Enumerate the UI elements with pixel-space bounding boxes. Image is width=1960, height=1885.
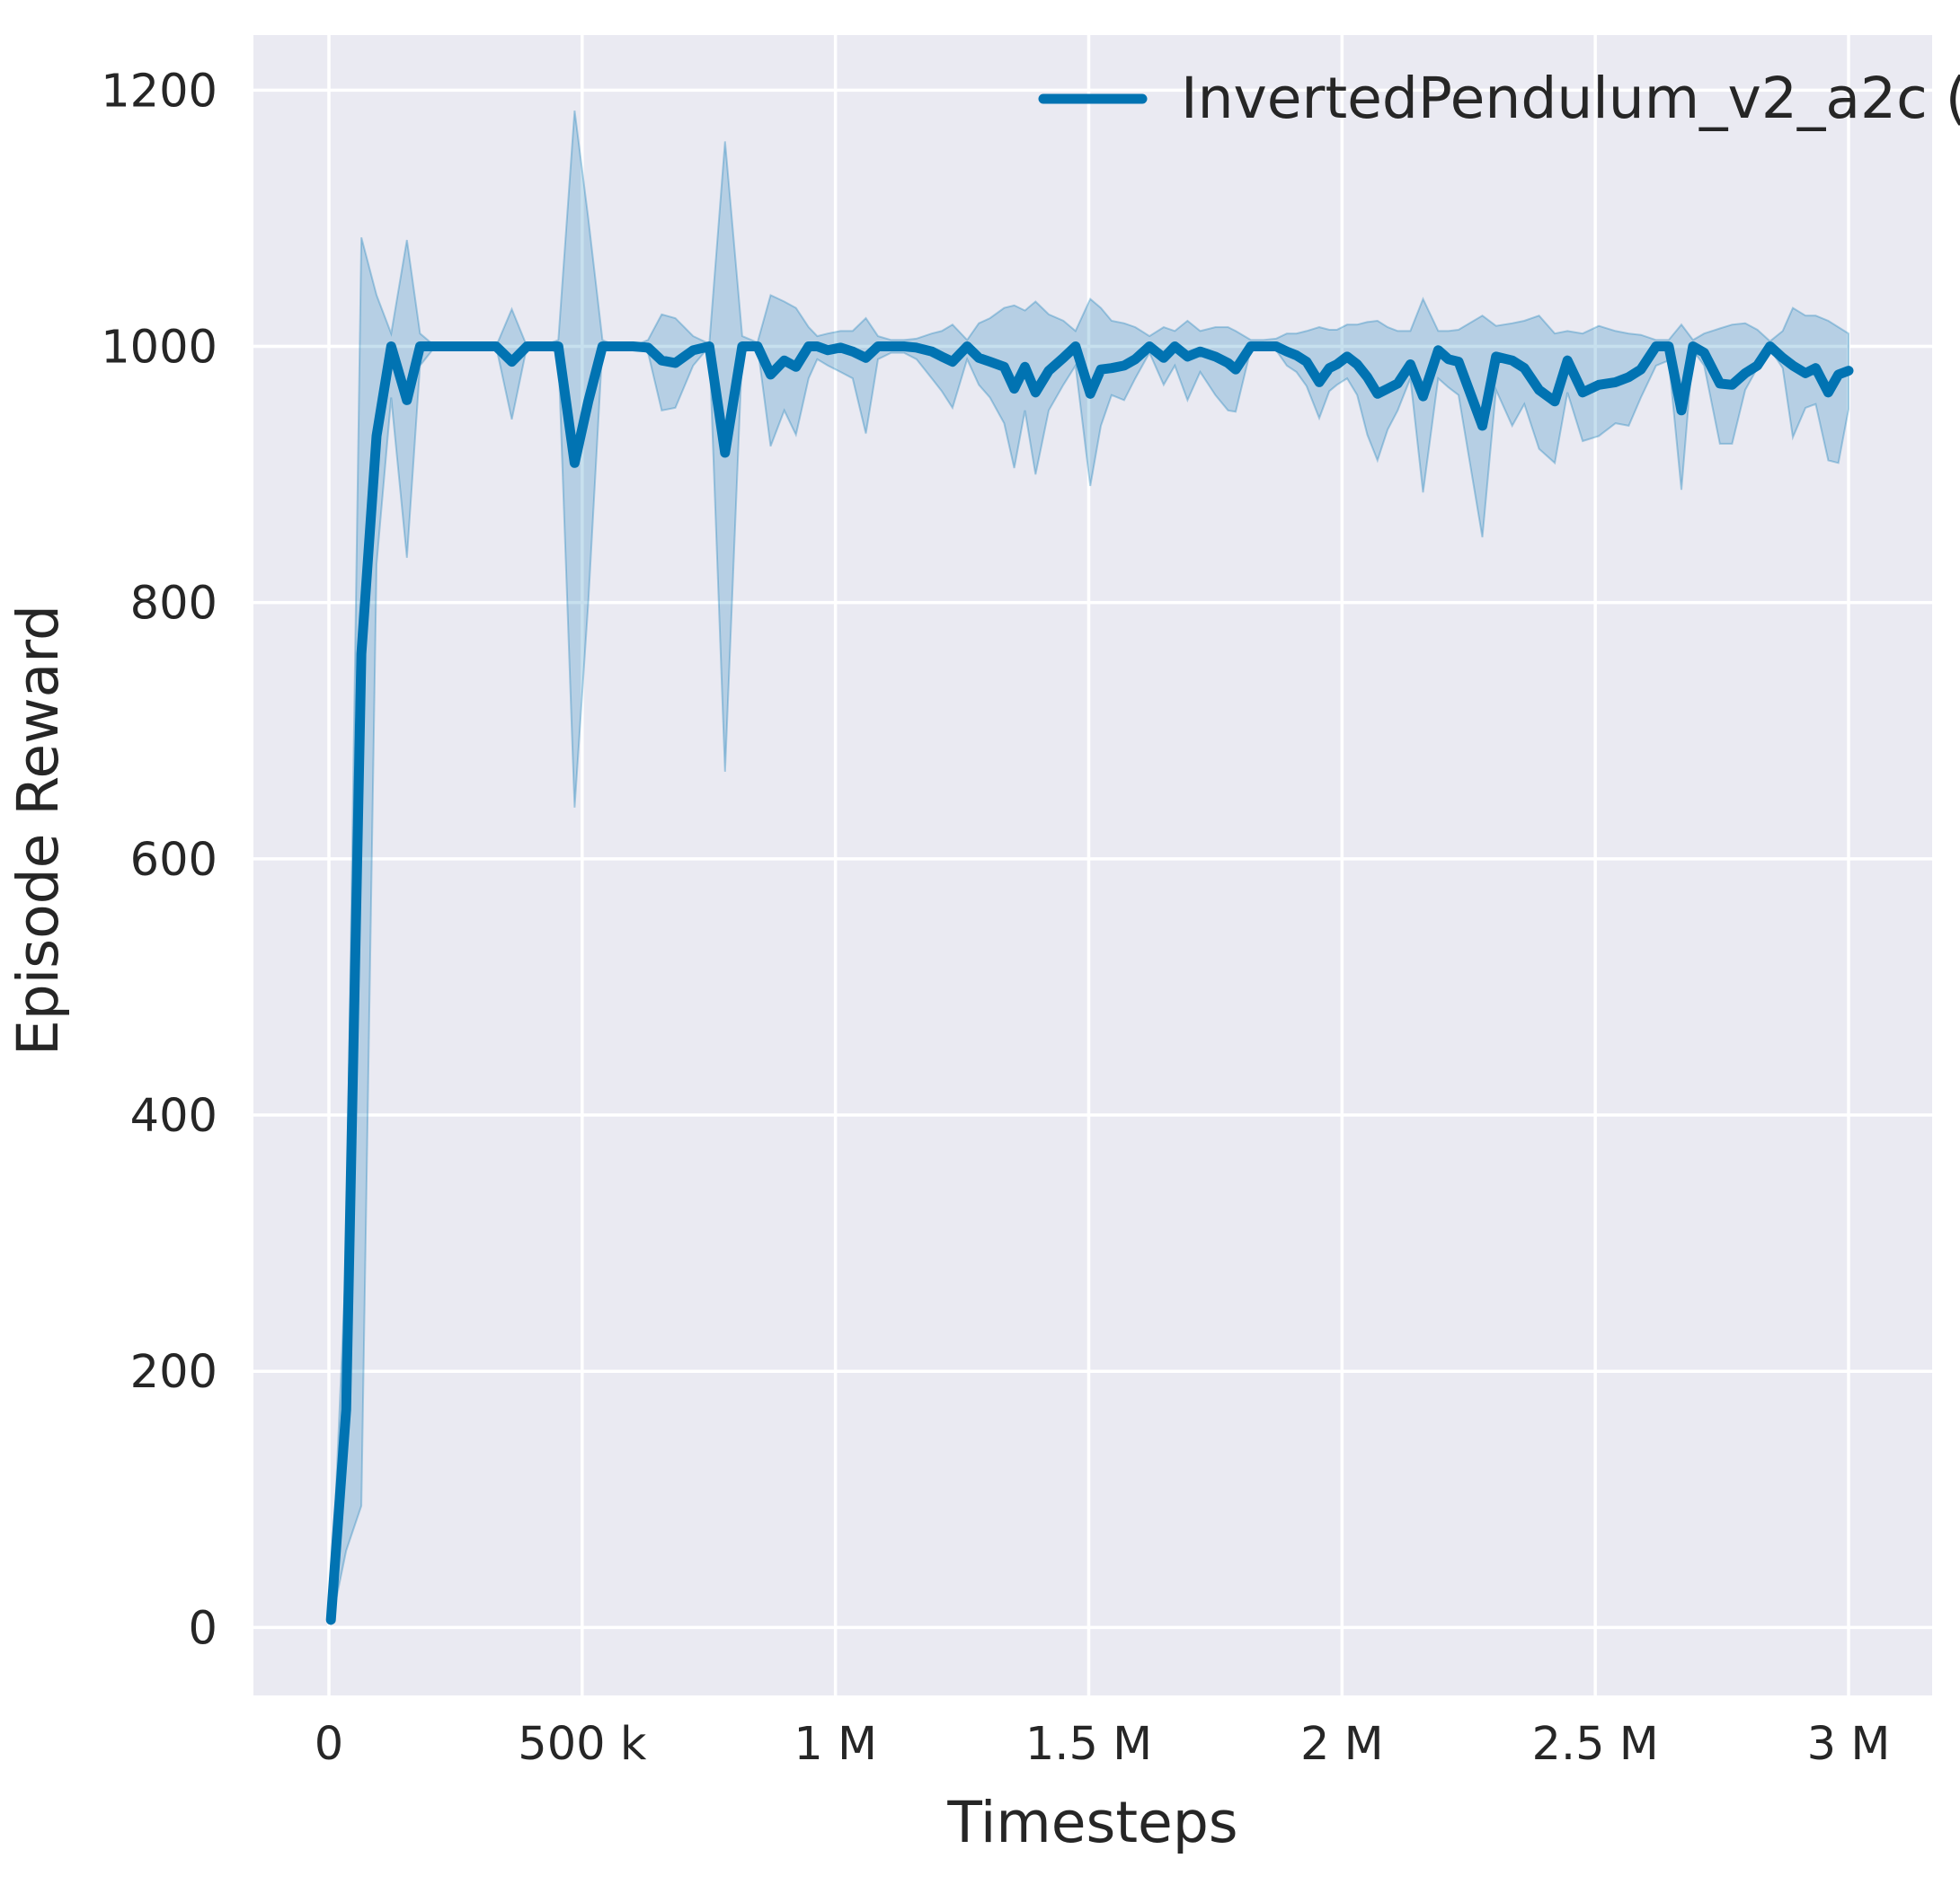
plot-area	[253, 35, 1932, 1695]
y-tick-label: 0	[189, 1602, 217, 1655]
x-tick-label: 2.5 M	[1531, 1718, 1658, 1771]
x-tick-label: 1.5 M	[1025, 1718, 1152, 1771]
y-tick-label: 1200	[101, 65, 217, 118]
mean-line	[325, 341, 1854, 1625]
y-axis-label: Episode Reward	[5, 605, 71, 1056]
confidence-band	[330, 110, 1849, 1625]
x-tick-label: 0	[315, 1718, 343, 1771]
y-tick-label: 600	[130, 834, 217, 887]
x-tick-label: 500 k	[518, 1718, 647, 1771]
x-axis-label: Timesteps	[946, 1790, 1237, 1855]
y-tick-labels: 0 200 400 600 800 1000 1200	[101, 65, 217, 1655]
legend-label: InvertedPendulum_v2_a2c (10)	[1181, 66, 1960, 131]
legend: InvertedPendulum_v2_a2c (10)	[1038, 66, 1960, 131]
x-tick-label: 1 M	[794, 1718, 877, 1771]
x-tick-labels: 0 500 k 1 M 1.5 M 2 M 2.5 M 3 M	[315, 1718, 1891, 1771]
y-tick-label: 1000	[101, 322, 217, 375]
x-tick-label: 3 M	[1807, 1718, 1891, 1771]
y-tick-label: 200	[130, 1346, 217, 1399]
y-tick-label: 800	[130, 578, 217, 631]
y-tick-label: 400	[130, 1090, 217, 1143]
x-tick-label: 2 M	[1300, 1718, 1384, 1771]
